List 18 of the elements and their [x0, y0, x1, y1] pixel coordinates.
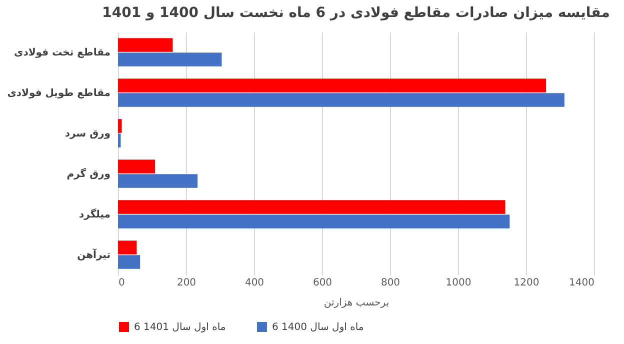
y-tick-label: مقاطع تخت فولادی: [14, 47, 110, 58]
chart-title: مقایسه میزان صادرات مقاطع فولادی در 6 ماه نخست سال 1400 و 1401: [102, 5, 610, 21]
y-tick-label: ورق سرد: [64, 128, 110, 140]
y-tick-label: ورق گرم: [66, 166, 110, 180]
x-axis-title: برحسب هزارتن: [324, 298, 390, 308]
x-tick-label: 1000: [446, 278, 472, 288]
x-tick-label: 1400: [569, 278, 594, 288]
x-tick-label: 600: [312, 278, 332, 288]
x-tick-label: 1200: [514, 278, 540, 288]
x-tick-label: 0: [118, 278, 125, 288]
x-tick-label: 400: [244, 278, 264, 288]
y-tick-label: مقاطع طویل فولادی: [7, 88, 110, 99]
x-tick-label: 200: [176, 278, 196, 288]
x-tick-label: 800: [380, 278, 400, 288]
legend-label: 6 ماه اول سال 1400: [272, 322, 364, 333]
y-tick-label: تیرآهن: [77, 248, 111, 261]
y-tick-label: میلگرد: [78, 207, 110, 220]
legend-label: 6 ماه اول سال 1401: [134, 322, 226, 333]
